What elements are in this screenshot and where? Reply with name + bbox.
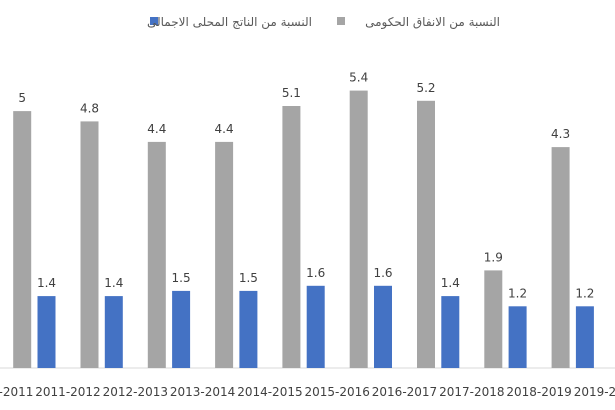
data-label-series-2: 4.4 — [147, 122, 166, 136]
bar-series-2 — [349, 90, 368, 368]
bar-series-1 — [374, 285, 392, 368]
data-label-series-1: 1.5 — [239, 271, 258, 285]
bar-series-2 — [484, 270, 503, 368]
bar-series-2 — [215, 141, 234, 368]
x-tick-label: 2018-2019 — [506, 385, 571, 399]
bar-series-1 — [239, 290, 258, 368]
x-tick-label: 2011-2012 — [35, 385, 100, 399]
legend-label-series-1: النسبة من الناتج المحلى الاجمالى — [147, 15, 312, 30]
x-tick-label: 2013-2014 — [170, 385, 235, 399]
bar-series-1 — [172, 290, 191, 368]
data-label-series-2: 5.4 — [349, 71, 368, 85]
legend-swatch-series-2 — [337, 17, 345, 25]
data-label-series-2: 4.8 — [80, 101, 99, 115]
bar-series-1 — [306, 285, 325, 368]
bar-series-2 — [417, 100, 435, 369]
legend-label-series-2: النسبة من الانفاق الحكومى — [365, 15, 500, 30]
data-label-series-1: 1.2 — [508, 286, 527, 300]
data-label-series-2: 1.9 — [484, 250, 503, 264]
legend-swatch-series-1 — [150, 17, 158, 25]
data-label-series-1: 1.2 — [575, 286, 594, 300]
x-tick-label: 2010-2011 — [0, 385, 33, 399]
data-label-series-1: 1.4 — [104, 276, 123, 290]
data-label-series-1: 1.6 — [373, 266, 392, 280]
data-label-series-2: 5.2 — [416, 81, 435, 95]
x-tick-label: 2016-2017 — [372, 385, 437, 399]
x-tick-label: 2012-2013 — [103, 385, 168, 399]
x-tick-label: 2015-2016 — [304, 385, 369, 399]
data-label-series-1: 1.4 — [441, 276, 460, 290]
x-tick-label: 2017-2018 — [439, 385, 504, 399]
legend: النسبة من الناتج المحلى الاجمالى النسبة … — [147, 15, 500, 30]
x-tick-label: 2019-2020 — [574, 385, 615, 399]
bar-series-2 — [282, 106, 301, 368]
bar-series-1 — [104, 296, 123, 368]
bar-series-1 — [37, 296, 56, 368]
data-label-series-2: 4.3 — [551, 127, 570, 141]
bar-series-2 — [551, 147, 570, 368]
bar-series-1 — [508, 306, 527, 368]
data-label-series-1: 1.6 — [306, 266, 325, 280]
data-label-series-2: 4.4 — [215, 122, 234, 136]
bar-series-2 — [147, 141, 166, 368]
plot-area: 1.5 5 2010-2011 1.4 4.8 2011-2012 1.4 4.4 2012-2… — [0, 71, 615, 399]
data-label-series-1: 1.5 — [172, 271, 191, 285]
data-label-series-2: 5 — [18, 91, 26, 105]
bar-series-2 — [80, 121, 99, 369]
data-label-series-1: 1.4 — [37, 276, 56, 290]
x-tick-label: 2014-2015 — [237, 385, 302, 399]
bar-series-1 — [575, 306, 594, 368]
bar-series-1 — [441, 296, 460, 368]
bar-series-2 — [13, 111, 32, 368]
data-label-series-2: 5.1 — [282, 86, 301, 100]
